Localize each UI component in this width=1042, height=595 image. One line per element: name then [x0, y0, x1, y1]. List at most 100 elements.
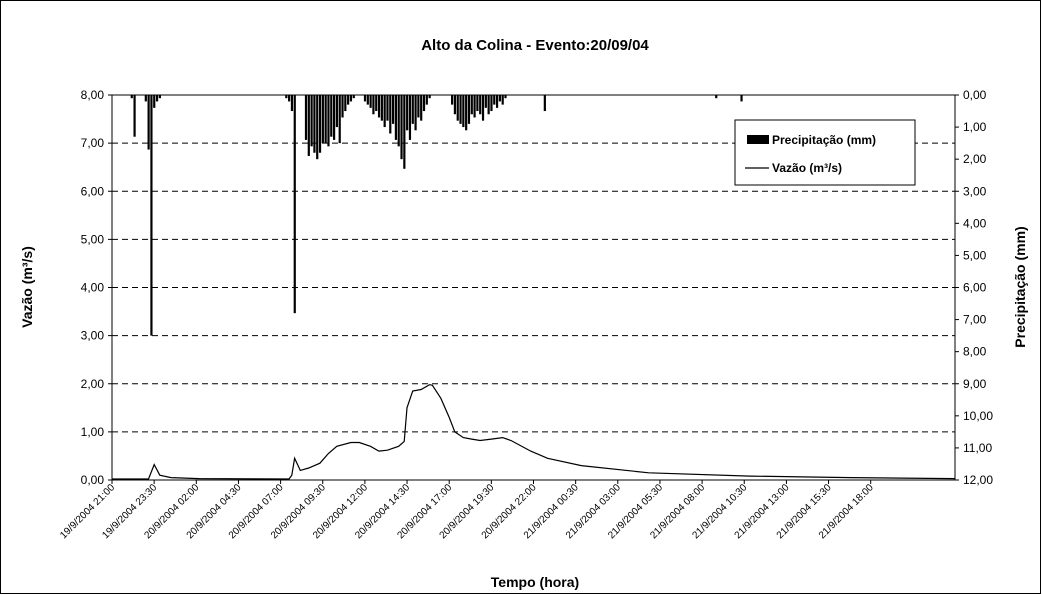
legend-label: Vazão (m³/s)	[772, 161, 842, 175]
bar	[363, 95, 367, 102]
y-axis-label: Vazão (m³/s)	[19, 246, 35, 328]
bar	[459, 95, 462, 124]
bar	[400, 95, 403, 160]
bar	[344, 95, 347, 112]
bar	[498, 95, 501, 102]
y2-tick-label: 11,00	[963, 441, 992, 455]
bar	[403, 95, 406, 169]
bar	[428, 95, 431, 99]
flow-line	[112, 384, 956, 480]
y2-tick-label: 10,00	[963, 409, 993, 423]
bar	[465, 95, 468, 131]
bar	[481, 95, 485, 121]
y-tick-label: 8,00	[81, 88, 105, 102]
legend-swatch	[747, 135, 769, 144]
bar	[479, 95, 482, 115]
chart-title: Alto da Colina - Evento:20/09/04	[421, 37, 649, 54]
bar	[293, 95, 296, 314]
bar	[493, 95, 496, 105]
bar	[392, 95, 395, 124]
bar	[411, 95, 414, 124]
bar	[383, 95, 386, 128]
bar	[462, 95, 465, 128]
y2-tick-label: 9,00	[963, 377, 987, 391]
bar	[347, 95, 350, 105]
y-tick-label: 0,00	[81, 473, 105, 487]
bar	[318, 95, 322, 153]
bar	[130, 95, 133, 99]
bar	[341, 95, 344, 118]
bar	[147, 95, 150, 150]
bar	[467, 95, 471, 124]
y2-tick-label: 3,00	[963, 184, 987, 198]
bar	[372, 95, 375, 115]
bar	[451, 95, 454, 105]
y2-tick-label: 7,00	[963, 313, 987, 327]
bar	[487, 95, 490, 115]
bar	[316, 95, 319, 160]
bar	[406, 95, 409, 131]
bar	[324, 95, 327, 144]
bar	[290, 95, 294, 112]
y-tick-label: 5,00	[81, 232, 105, 246]
bar	[380, 95, 383, 121]
bar	[484, 95, 487, 108]
bar	[369, 95, 372, 108]
bar	[307, 95, 310, 156]
x-axis-label: Tempo (hora)	[491, 574, 579, 590]
y2-tick-label: 6,00	[963, 281, 987, 295]
bar	[144, 95, 147, 102]
bar	[330, 95, 333, 137]
y2-tick-label: 4,00	[963, 216, 987, 230]
bar	[155, 95, 159, 102]
legend: Precipitação (mm) Vazão (m³/s)	[734, 119, 916, 186]
bar	[476, 95, 479, 112]
bar	[397, 95, 400, 147]
bar	[150, 95, 153, 336]
bar	[335, 95, 338, 128]
y2-tick-label: 0,00	[963, 88, 987, 102]
bar	[543, 95, 546, 112]
y-tick-label: 1,00	[81, 425, 105, 439]
bar	[313, 95, 316, 153]
y2-tick-label: 1,00	[963, 120, 987, 134]
bar	[422, 95, 426, 112]
bar	[321, 95, 324, 144]
bar	[285, 95, 288, 99]
bar	[490, 95, 493, 112]
bar	[332, 95, 336, 140]
bar	[501, 95, 504, 105]
bar	[715, 95, 718, 99]
bar	[327, 95, 330, 147]
bar	[470, 95, 473, 115]
plot-area	[111, 94, 956, 481]
bar	[349, 95, 353, 102]
bar	[158, 95, 161, 99]
y-tick-label: 3,00	[81, 329, 105, 343]
y-tick-label: 4,00	[81, 281, 105, 295]
bar	[338, 95, 341, 144]
bar	[414, 95, 417, 131]
bar	[495, 95, 499, 108]
bar	[133, 95, 136, 137]
y-tick-label: 7,00	[81, 136, 105, 150]
bar	[456, 95, 459, 121]
legend-box	[734, 119, 916, 186]
y2-tick-label: 2,00	[963, 152, 987, 166]
bar	[394, 95, 398, 140]
bar	[352, 95, 355, 99]
bar	[375, 95, 378, 112]
legend-label: Precipitação (mm)	[772, 133, 876, 147]
bar	[310, 95, 313, 147]
y-tick-label: 6,00	[81, 184, 105, 198]
bar	[386, 95, 389, 121]
bar	[420, 95, 423, 121]
bar	[389, 95, 392, 134]
y2-axis-label: Precipitação (mm)	[1012, 226, 1028, 347]
bar	[304, 95, 308, 140]
y-tick-label: 2,00	[81, 377, 105, 391]
bar	[408, 95, 412, 140]
bar	[377, 95, 381, 118]
